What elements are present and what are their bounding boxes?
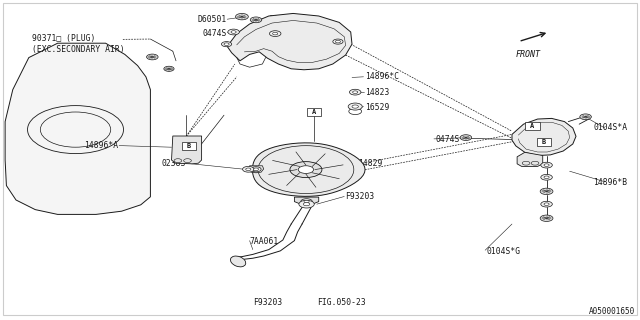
Polygon shape <box>294 197 319 204</box>
Ellipse shape <box>230 256 246 267</box>
Circle shape <box>228 29 239 35</box>
Text: FIG.050-23: FIG.050-23 <box>317 298 365 307</box>
Circle shape <box>253 168 259 171</box>
Circle shape <box>541 174 552 180</box>
Text: 14823: 14823 <box>365 88 389 97</box>
Circle shape <box>353 91 358 93</box>
Polygon shape <box>227 13 352 70</box>
Circle shape <box>544 203 549 205</box>
Bar <box>182 142 196 150</box>
Text: 14829: 14829 <box>358 159 383 168</box>
Polygon shape <box>172 136 202 164</box>
Circle shape <box>299 200 314 208</box>
Text: 90371□ (PLUG): 90371□ (PLUG) <box>32 34 95 43</box>
Circle shape <box>147 54 158 60</box>
Text: 0238S: 0238S <box>278 30 303 39</box>
Circle shape <box>243 166 254 172</box>
Text: 0104S*G: 0104S*G <box>486 247 520 256</box>
Polygon shape <box>252 143 365 196</box>
Polygon shape <box>248 166 264 173</box>
Circle shape <box>221 42 232 47</box>
Circle shape <box>348 103 362 110</box>
Circle shape <box>298 166 314 173</box>
Text: F93203: F93203 <box>253 298 282 307</box>
Text: F93203: F93203 <box>346 192 375 201</box>
Circle shape <box>303 203 310 206</box>
Text: (EXC.SECONDARY AIR): (EXC.SECONDARY AIR) <box>32 45 125 54</box>
Circle shape <box>164 66 174 71</box>
Bar <box>525 122 540 130</box>
Circle shape <box>540 188 553 195</box>
Circle shape <box>333 39 343 44</box>
Text: 0474S: 0474S <box>435 135 460 144</box>
Circle shape <box>541 162 552 168</box>
Text: A: A <box>531 123 534 129</box>
Circle shape <box>335 40 340 43</box>
Text: D60501: D60501 <box>198 15 227 24</box>
Circle shape <box>236 13 248 20</box>
Circle shape <box>273 32 278 35</box>
Text: 14896*B: 14896*B <box>593 178 627 187</box>
Circle shape <box>352 105 358 108</box>
Text: A: A <box>312 109 316 115</box>
Circle shape <box>269 31 281 36</box>
Circle shape <box>250 17 262 23</box>
Polygon shape <box>512 118 576 156</box>
Circle shape <box>301 199 312 204</box>
Bar <box>537 138 551 146</box>
Bar <box>307 108 321 116</box>
Text: 0474S: 0474S <box>203 29 227 38</box>
Text: B: B <box>187 143 191 149</box>
Circle shape <box>304 200 309 203</box>
Circle shape <box>231 31 236 33</box>
Text: FRONT: FRONT <box>515 50 540 59</box>
Circle shape <box>540 215 553 221</box>
Circle shape <box>290 162 322 178</box>
Text: B: B <box>542 139 546 145</box>
Circle shape <box>246 168 251 171</box>
Circle shape <box>544 164 549 166</box>
Circle shape <box>251 167 261 172</box>
Circle shape <box>460 135 472 140</box>
Text: 0474S: 0474S <box>269 15 293 24</box>
Text: A050001650: A050001650 <box>589 307 635 316</box>
Circle shape <box>349 89 361 95</box>
Text: 14896*C: 14896*C <box>365 72 399 81</box>
Circle shape <box>544 176 549 179</box>
Polygon shape <box>5 43 150 214</box>
Text: 14896*A: 14896*A <box>84 141 118 150</box>
Text: 7AA061: 7AA061 <box>250 237 279 246</box>
Circle shape <box>541 201 552 207</box>
Text: 0238S: 0238S <box>161 159 186 168</box>
Polygon shape <box>517 152 543 166</box>
Text: 16529: 16529 <box>365 103 389 112</box>
Circle shape <box>224 43 229 45</box>
Circle shape <box>580 114 591 120</box>
Circle shape <box>28 106 124 154</box>
Text: 0104S*A: 0104S*A <box>593 124 627 132</box>
